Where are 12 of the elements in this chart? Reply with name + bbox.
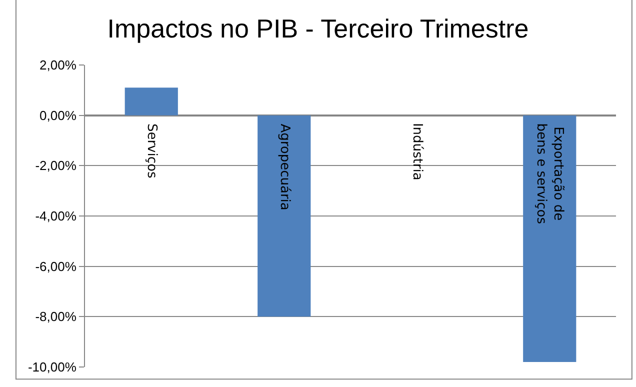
x-tick-label: Indústria xyxy=(410,122,425,180)
y-tick-label: 2,00% xyxy=(40,58,77,73)
x-tick-label: Exportação de bens e serviços xyxy=(534,123,566,224)
y-tick-label: -4,00% xyxy=(35,208,77,224)
x-tick-label: Serviços xyxy=(144,123,160,178)
y-tick-label: -10,00% xyxy=(28,360,77,375)
chart-title: Impactos no PIB - Terceiro Trimestre xyxy=(107,14,529,44)
y-tick-label: -8,00% xyxy=(35,309,77,324)
y-tick-label: -6,00% xyxy=(35,258,77,274)
y-tick-label: -2,00% xyxy=(35,158,77,174)
x-tick-label: Agropecuária xyxy=(276,124,292,210)
y-tick-label: 0,00% xyxy=(40,108,77,123)
